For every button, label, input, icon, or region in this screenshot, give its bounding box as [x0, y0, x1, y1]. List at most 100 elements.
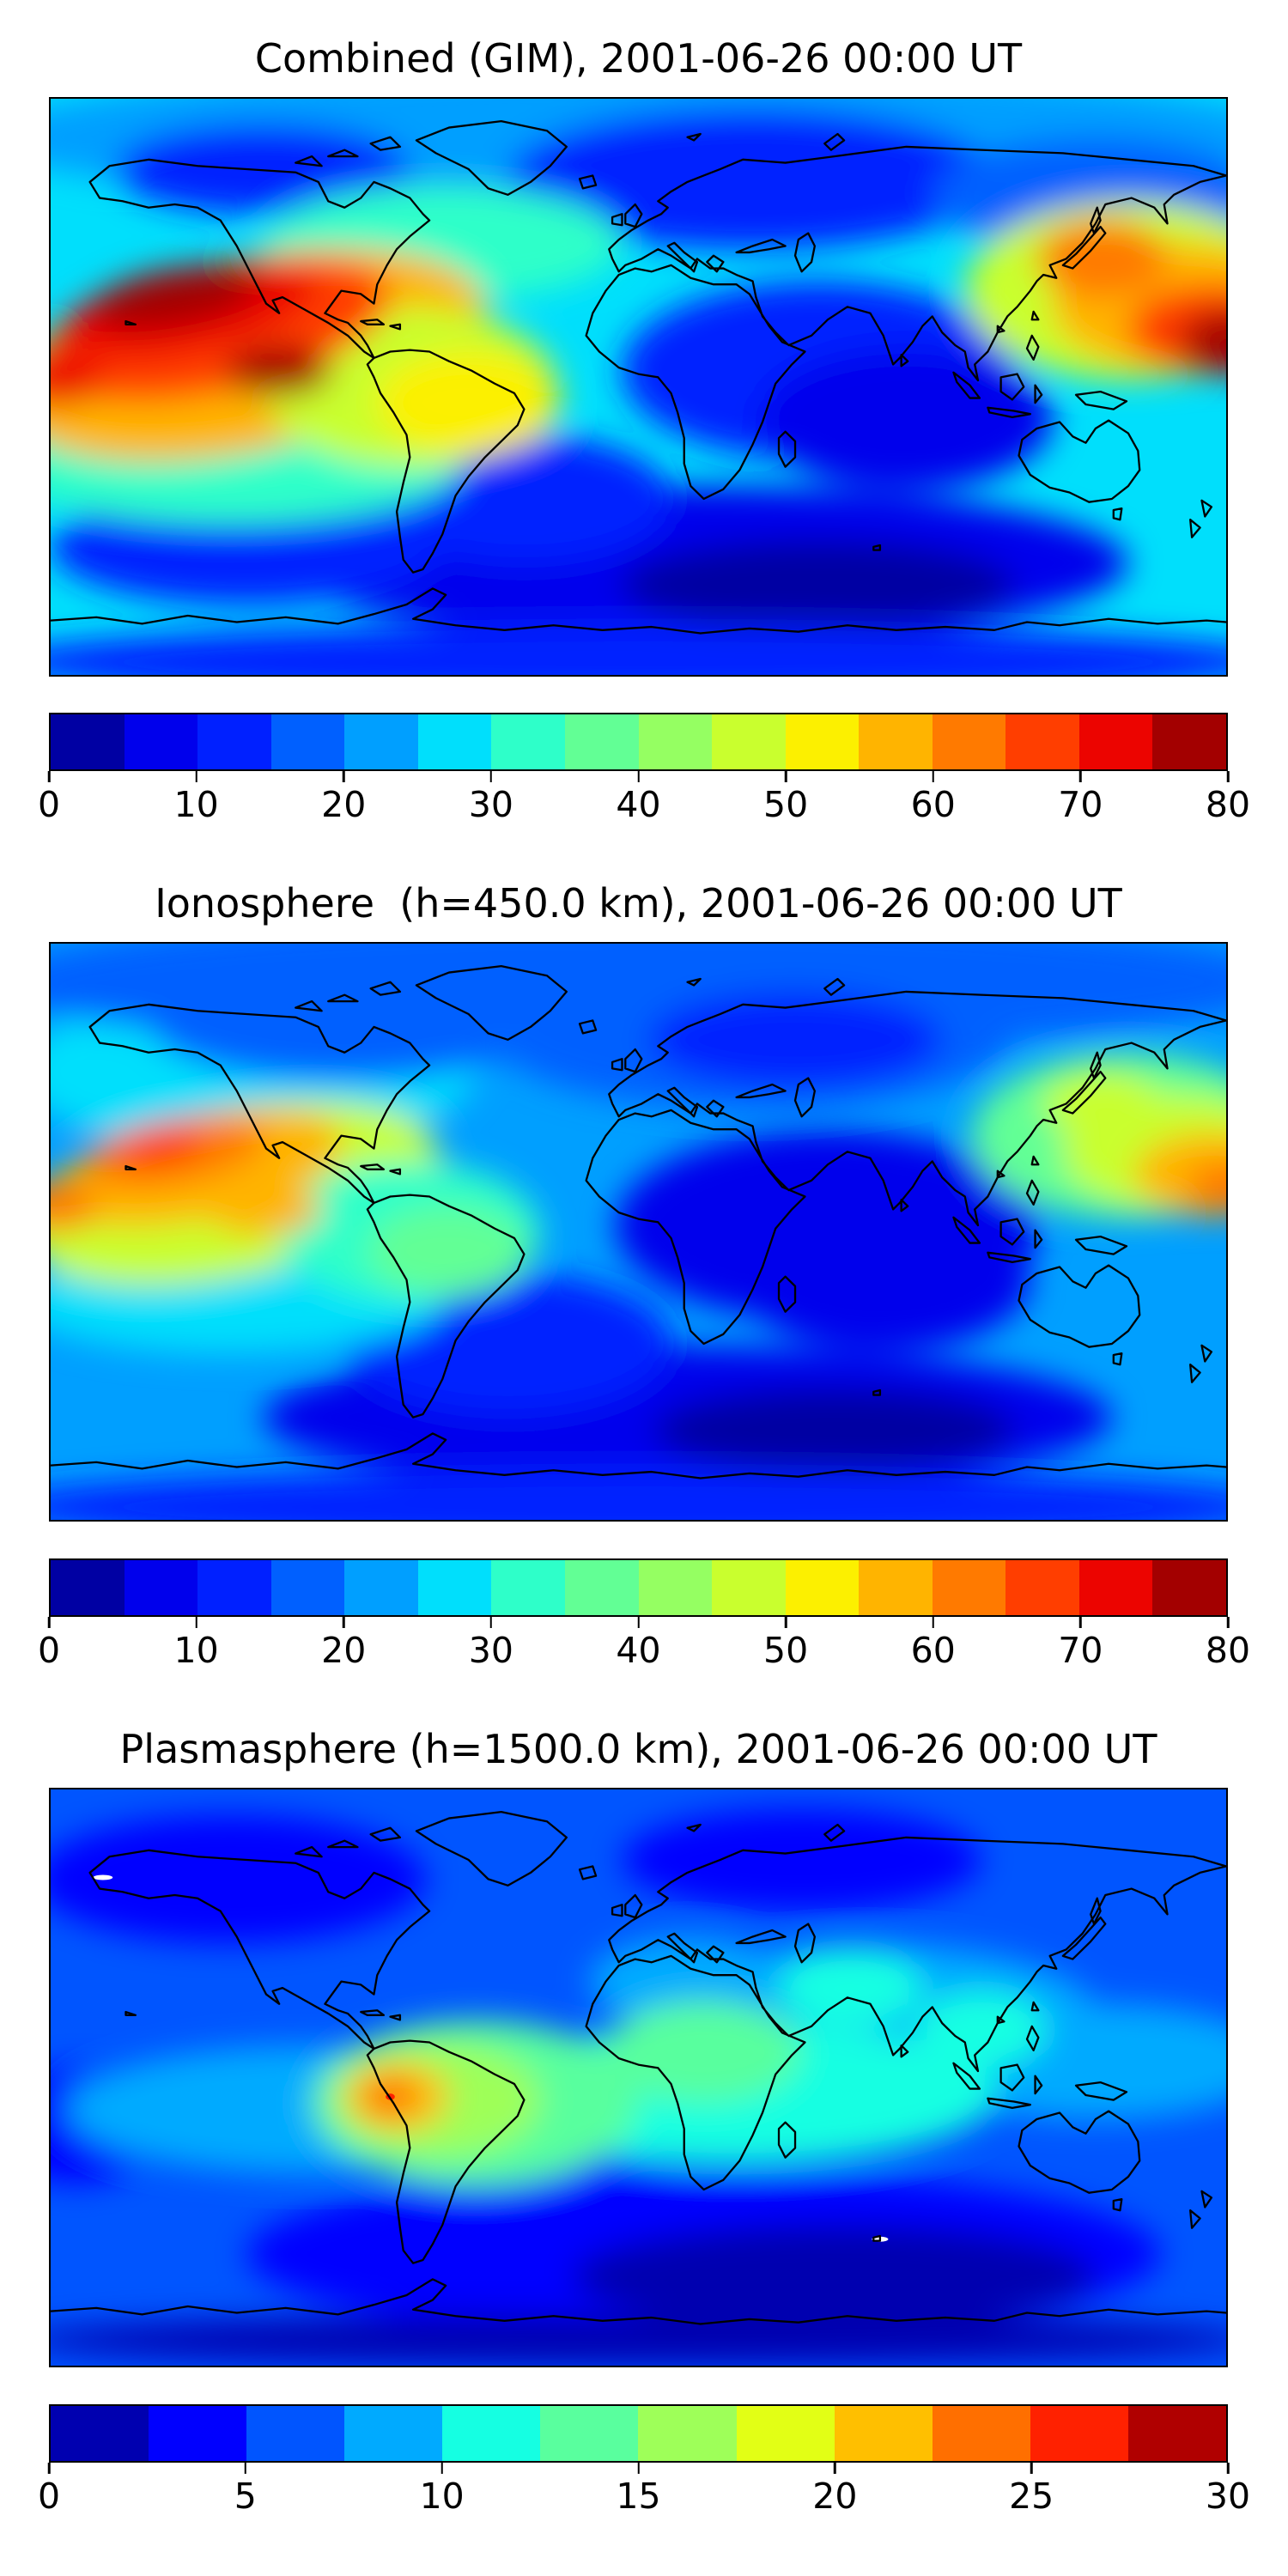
- field-blob: [622, 1808, 981, 1911]
- colorbar-tick: [440, 2463, 443, 2474]
- colorbar-segment: [932, 2406, 1030, 2461]
- map-combined: [49, 97, 1228, 677]
- colorbar-tick-label: 5: [234, 2476, 257, 2517]
- coastlines: [51, 966, 1226, 1478]
- colorbar-tick: [343, 771, 345, 782]
- colorbar-tick: [195, 1617, 197, 1628]
- colorbar-tick-label: 10: [419, 2476, 465, 2517]
- field-blob: [507, 108, 998, 250]
- colorbar-tick-label: 40: [616, 784, 661, 825]
- colorbar-tick: [1226, 1617, 1230, 1628]
- colorbar-segment: [1030, 2406, 1128, 2461]
- colorbar-tick: [1030, 2463, 1033, 2474]
- world-map-contour-ionosphere: [51, 944, 1226, 1520]
- coastlines: [51, 1812, 1226, 2324]
- field-blob: [1036, 220, 1168, 298]
- colorbar-segment: [344, 2406, 443, 2461]
- field-blob: [1043, 1072, 1161, 1136]
- colorbar-tick: [47, 771, 51, 782]
- colorbar-tick-label: 80: [1205, 784, 1251, 825]
- colorbar-tick-label: 0: [37, 1630, 61, 1671]
- colorbar-segment: [932, 1560, 1006, 1615]
- panel-title-plasmasphere: Plasmasphere (h=1500.0 km), 2001-06-26 0…: [119, 1726, 1157, 1772]
- world-map-contour-plasmasphere: [51, 1789, 1226, 2366]
- colorbar-segment: [344, 1560, 418, 1615]
- colorbar-segment: [124, 1560, 198, 1615]
- field-blob: [227, 345, 332, 397]
- colorbar-segment: [1005, 1560, 1079, 1615]
- colorbar-segment: [932, 714, 1006, 769]
- colorbar-segment: [124, 714, 198, 769]
- colorbar-segment: [859, 714, 933, 769]
- data-gap-mark: [93, 1874, 113, 1880]
- colorbar-segment: [197, 1560, 271, 1615]
- field-blob: [779, 1949, 923, 2026]
- panel-title-combined: Combined (GIM), 2001-06-26 00:00 UT: [254, 35, 1023, 82]
- colorbar-segment: [785, 1560, 860, 1615]
- colorbar-combined: [49, 713, 1228, 771]
- colorbar-tick-label: 15: [616, 2476, 661, 2517]
- field-blob: [51, 2314, 1226, 2366]
- colorbar-tick: [1226, 771, 1230, 782]
- field-blob: [51, 355, 103, 406]
- colorbar-tick: [343, 1617, 345, 1628]
- colorbar-tick: [1079, 1617, 1082, 1628]
- colorbar-tick-label: 30: [468, 784, 513, 825]
- map-ionosphere: [49, 942, 1228, 1522]
- field-blob: [736, 1209, 1030, 1351]
- field-blob: [367, 1206, 532, 1297]
- field-blob: [1180, 310, 1226, 374]
- world-map-contour-combined: [51, 99, 1226, 675]
- colorbar-tick-label: 0: [37, 2476, 61, 2517]
- colorbar-tick-label: 20: [321, 784, 367, 825]
- colorbar-segment: [344, 714, 418, 769]
- colorbar-tick-label: 80: [1205, 1630, 1251, 1671]
- field-blob: [204, 1183, 322, 1236]
- colorbar-tick: [489, 1617, 493, 1628]
- field-blob: [51, 1180, 97, 1232]
- colorbar-ionosphere: [49, 1558, 1228, 1617]
- colorbar-plasmasphere: [49, 2404, 1228, 2463]
- colorbar-segment: [442, 2406, 541, 2461]
- colorbar-tick: [784, 771, 787, 782]
- colorbar-segment: [712, 714, 786, 769]
- colorbar-segment: [270, 1560, 345, 1615]
- colorbar-tick: [834, 2463, 836, 2474]
- colorbar-segment: [1078, 714, 1153, 769]
- colorbar-tick-label: 60: [910, 1630, 956, 1671]
- field-blob: [112, 1125, 204, 1166]
- colorbar-tick-label: 20: [321, 1630, 367, 1671]
- colorbar-tick: [932, 771, 934, 782]
- colorbar-tick-label: 70: [1058, 784, 1103, 825]
- colorbar-segment: [197, 714, 271, 769]
- colorbar-tick-label: 20: [812, 2476, 858, 2517]
- colorbar-segment: [246, 2406, 345, 2461]
- colorbar-tick-label: 0: [37, 784, 61, 825]
- colorbar-ticks-ionosphere: 0 10 20 30 40 50 60 70 80: [38, 1617, 1250, 1677]
- colorbar-tick-label: 40: [616, 1630, 661, 1671]
- colorbar-tick-label: 25: [1009, 2476, 1054, 2517]
- colorbar-segment: [417, 1560, 492, 1615]
- colorbar-tick: [47, 2463, 51, 2474]
- colorbar-tick: [932, 1617, 934, 1628]
- colorbar-segment: [1127, 2406, 1226, 2461]
- field-blobs: [51, 99, 1226, 675]
- colorbar-segment: [564, 1560, 639, 1615]
- field-blobs: [51, 1808, 1226, 2366]
- colorbar-segment: [638, 2406, 737, 2461]
- colorbar-tick: [637, 771, 640, 782]
- colorbar-segment: [1078, 1560, 1153, 1615]
- field-blob: [377, 351, 561, 454]
- map-plasmasphere: [49, 1788, 1228, 2367]
- colorbar-tick: [244, 2463, 247, 2474]
- field-blob: [573, 2224, 1096, 2328]
- colorbar-tick-label: 10: [173, 784, 219, 825]
- colorbar-segment: [638, 1560, 713, 1615]
- colorbar-segment: [51, 1560, 125, 1615]
- colorbar-segment: [712, 1560, 786, 1615]
- field-blob: [915, 1990, 1047, 2069]
- colorbar-segment: [491, 714, 565, 769]
- colorbar-segment: [417, 714, 492, 769]
- coastlines: [51, 121, 1226, 633]
- colorbar-tick-label: 30: [468, 1630, 513, 1671]
